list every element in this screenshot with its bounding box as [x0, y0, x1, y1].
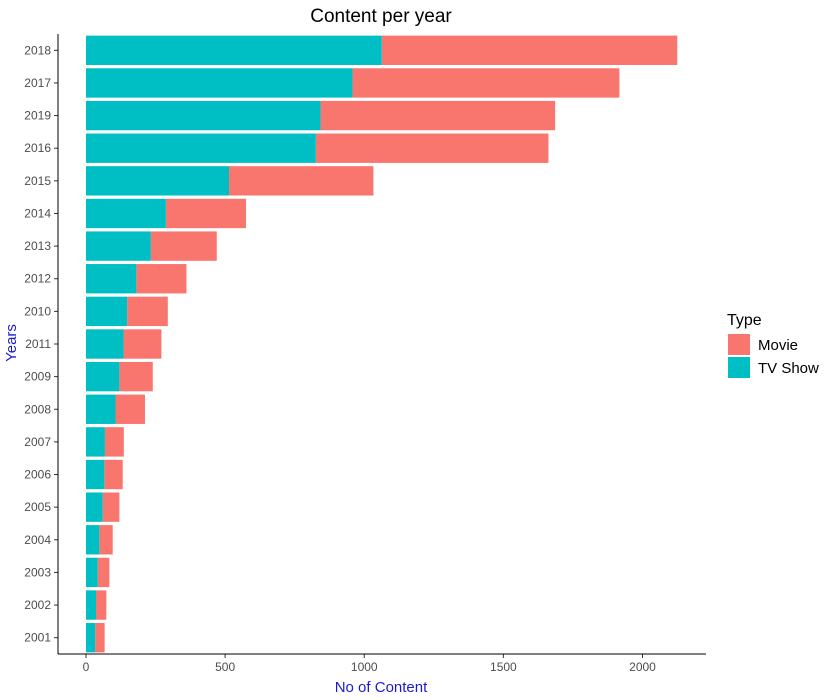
bar-tvshow-2013	[86, 231, 151, 261]
bar-tvshow-2012	[86, 264, 137, 294]
y-tick-label: 2015	[24, 174, 51, 188]
bar-movie-2003	[97, 557, 110, 588]
bar-tvshow-2019	[86, 100, 321, 131]
bars-layer	[86, 35, 678, 653]
legend-title: Type	[727, 312, 762, 329]
bar-movie-2001	[95, 623, 105, 653]
legend-label: TV Show	[758, 360, 819, 377]
legend-label: Movie	[758, 337, 798, 354]
bar-tvshow-2011	[86, 329, 124, 359]
bar-movie-2017	[352, 68, 620, 98]
legend-swatch-movie	[728, 334, 750, 355]
x-axis-ticks: 0 500 1000 1500 2000	[83, 654, 656, 674]
bar-tvshow-2002	[86, 590, 97, 620]
y-tick-label: 2019	[24, 109, 51, 123]
y-tick-label: 2014	[24, 206, 51, 220]
y-tick-label: 2006	[24, 468, 51, 482]
y-tick-label: 2002	[24, 598, 51, 612]
y-tick-label: 2007	[24, 435, 51, 449]
y-axis-title: Years	[3, 324, 20, 362]
bar-tvshow-2006	[86, 459, 105, 490]
bar-movie-2011	[123, 329, 162, 359]
x-axis-title: No of Content	[335, 679, 428, 696]
bar-movie-2009	[119, 361, 153, 392]
bar-tvshow-2009	[86, 361, 120, 392]
bar-movie-2012	[136, 264, 187, 294]
bar-movie-2010	[127, 296, 168, 327]
legend-items: Movie TV Show	[728, 334, 819, 378]
y-tick-label: 2016	[24, 141, 51, 155]
legend-swatch-tv-show	[728, 357, 750, 378]
x-tick-label: 0	[83, 660, 90, 674]
y-tick-label: 2001	[24, 631, 51, 645]
bar-movie-2015	[229, 166, 374, 196]
bar-tvshow-2010	[86, 296, 128, 327]
bar-tvshow-2015	[86, 166, 230, 196]
y-tick-label: 2005	[24, 500, 51, 514]
y-tick-label: 2009	[24, 370, 51, 384]
chart-title: Content per year	[310, 6, 452, 27]
bar-movie-2016	[315, 133, 549, 163]
y-tick-label: 2008	[24, 402, 51, 416]
bar-tvshow-2003	[86, 557, 98, 588]
y-tick-label: 2017	[24, 76, 51, 90]
y-tick-label: 2012	[24, 272, 51, 286]
bar-tvshow-2008	[86, 394, 116, 424]
x-tick-label: 2000	[629, 660, 656, 674]
bar-tvshow-2017	[86, 68, 353, 98]
bar-tvshow-2016	[86, 133, 316, 163]
y-tick-label: 2011	[25, 337, 51, 351]
legend: Type Movie TV Show	[727, 312, 819, 378]
x-tick-label: 1000	[351, 660, 378, 674]
bar-movie-2013	[150, 231, 217, 261]
bar-tvshow-2007	[86, 427, 105, 457]
y-tick-label: 2018	[24, 43, 51, 57]
y-tick-label: 2010	[24, 304, 51, 318]
bar-tvshow-2018	[86, 35, 382, 65]
bar-movie-2019	[320, 100, 556, 131]
bar-tvshow-2014	[86, 198, 166, 229]
x-tick-label: 500	[215, 660, 235, 674]
bar-movie-2014	[165, 198, 246, 229]
bar-movie-2008	[115, 394, 145, 424]
bar-movie-2002	[96, 590, 107, 620]
bar-tvshow-2005	[86, 492, 103, 522]
bar-movie-2007	[104, 427, 124, 457]
y-axis-ticks: 2018 2017 2019 2016 2015 2014 2013 2012 2010 2011…	[24, 43, 58, 645]
y-tick-label: 2013	[24, 239, 51, 253]
y-tick-label: 2003	[24, 565, 51, 579]
bar-movie-2004	[99, 525, 113, 555]
y-tick-label: 2004	[24, 533, 51, 547]
bar-movie-2018	[381, 35, 678, 65]
bar-tvshow-2004	[86, 525, 100, 555]
bar-tvshow-2001	[86, 623, 96, 653]
bar-movie-2006	[104, 459, 123, 490]
bar-movie-2005	[102, 492, 120, 522]
x-tick-label: 1500	[490, 660, 517, 674]
